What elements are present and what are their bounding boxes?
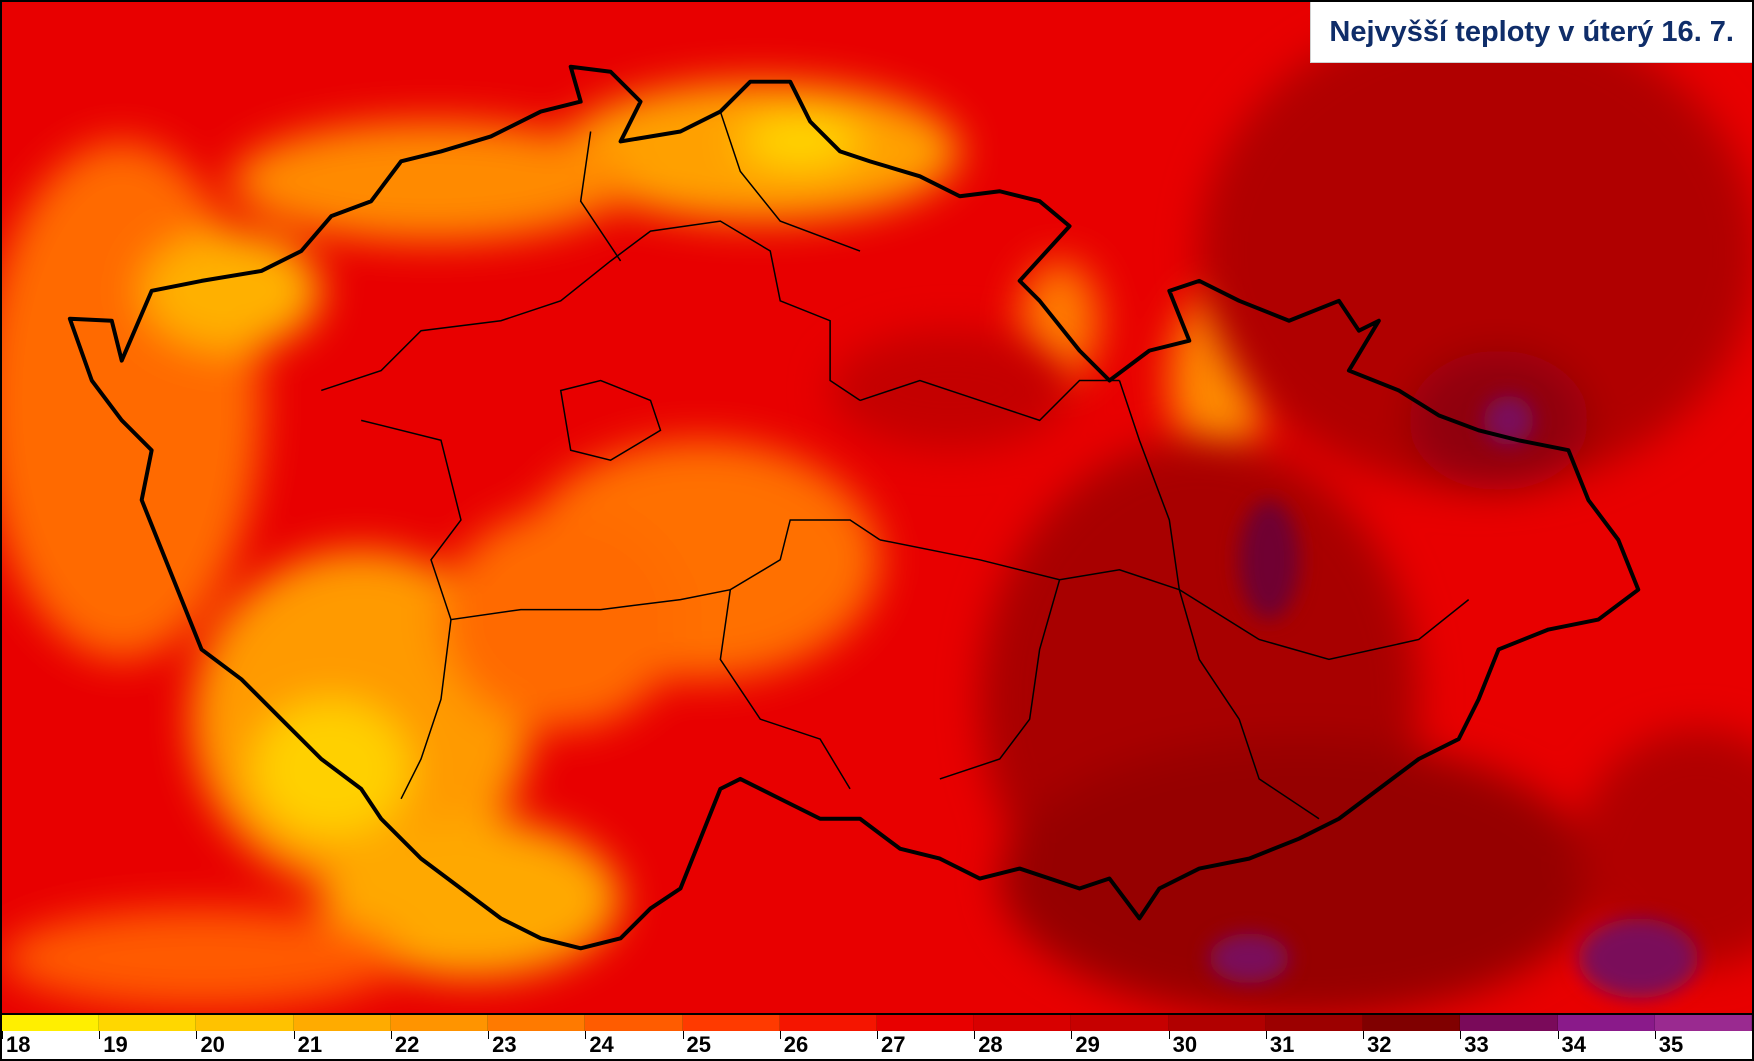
legend-tick-label: 20	[200, 1032, 225, 1057]
legend-swatch	[1168, 1015, 1266, 1031]
legend-tick-label: 32	[1367, 1032, 1392, 1057]
legend-tick: 33	[1460, 1031, 1557, 1059]
legend-tick: 26	[779, 1031, 877, 1059]
legend-swatch	[293, 1015, 391, 1031]
legend-tick: 21	[293, 1031, 391, 1059]
legend-color-bar	[2, 1015, 1752, 1031]
legend-swatch	[196, 1015, 294, 1031]
hottest-spots	[1209, 395, 1699, 999]
legend-tick: 18	[2, 1031, 99, 1059]
map-canvas	[2, 2, 1752, 1013]
legend-tick: 25	[682, 1031, 780, 1059]
legend-tick: 30	[1168, 1031, 1266, 1059]
legend-swatch	[1654, 1015, 1752, 1031]
legend-tick: 35	[1654, 1031, 1752, 1059]
legend-swatch	[1363, 1015, 1461, 1031]
legend-tick-label: 29	[1075, 1032, 1100, 1057]
legend-swatch	[585, 1015, 683, 1031]
legend-swatch	[99, 1015, 197, 1031]
legend-tick: 27	[876, 1031, 974, 1059]
legend-tick-label: 28	[978, 1032, 1003, 1057]
legend-swatch	[1071, 1015, 1169, 1031]
legend-tick-label: 19	[103, 1032, 128, 1057]
legend-tick-label: 27	[880, 1032, 906, 1057]
legend-tick: 23	[488, 1031, 585, 1059]
country-border	[67, 64, 1641, 951]
temperature-map[interactable]	[0, 0, 1754, 1015]
legend-swatch	[1265, 1015, 1364, 1031]
legend-tick-label: 26	[783, 1032, 809, 1057]
map-title: Nejvyšší teploty v úterý 16. 7.	[1329, 15, 1734, 48]
legend-tick-label: 35	[1658, 1032, 1684, 1057]
legend-swatch	[2, 1015, 100, 1031]
legend-tick: 20	[196, 1031, 293, 1059]
legend-swatch	[1557, 1015, 1655, 1031]
legend-tick-label: 22	[394, 1032, 420, 1057]
legend-tick: 32	[1363, 1031, 1460, 1059]
legend-swatch	[876, 1015, 975, 1031]
legend-tick: 28	[974, 1031, 1071, 1059]
legend-tick-label: 24	[589, 1032, 614, 1057]
legend-tick: 24	[585, 1031, 682, 1059]
region-borders	[321, 111, 1470, 820]
legend-labels: 18 19 20 21 22 23 24 25 26 27 28 29 30 31 32 33 34 35	[2, 1031, 1752, 1059]
hot-zones	[830, 12, 1752, 1013]
legend-tick: 22	[390, 1031, 488, 1059]
legend-tick: 31	[1265, 1031, 1363, 1059]
legend-tick-label: 34	[1561, 1032, 1586, 1057]
legend-tick: 19	[99, 1031, 196, 1059]
legend-tick-label: 25	[686, 1032, 712, 1057]
legend-tick-label: 31	[1269, 1032, 1295, 1057]
legend-swatch	[1460, 1015, 1558, 1031]
legend-tick: 29	[1071, 1031, 1168, 1059]
legend-tick: 34	[1557, 1031, 1655, 1059]
legend-tick-label: 33	[1464, 1032, 1489, 1057]
legend-swatch	[488, 1015, 586, 1031]
legend-tick-label: 21	[297, 1032, 323, 1057]
legend-tick-label: 23	[492, 1032, 517, 1057]
legend-tick-label: 30	[1172, 1032, 1198, 1057]
legend-swatch	[974, 1015, 1072, 1031]
legend-swatch	[390, 1015, 489, 1031]
legend-swatch	[779, 1015, 877, 1031]
temperature-legend: 18 19 20 21 22 23 24 25 26 27 28 29 30 31 32 33 34 35	[0, 1015, 1754, 1061]
legend-tick-label: 18	[6, 1032, 31, 1057]
title-box: Nejvyšší teploty v úterý 16. 7.	[1310, 2, 1752, 63]
legend-swatch	[682, 1015, 780, 1031]
